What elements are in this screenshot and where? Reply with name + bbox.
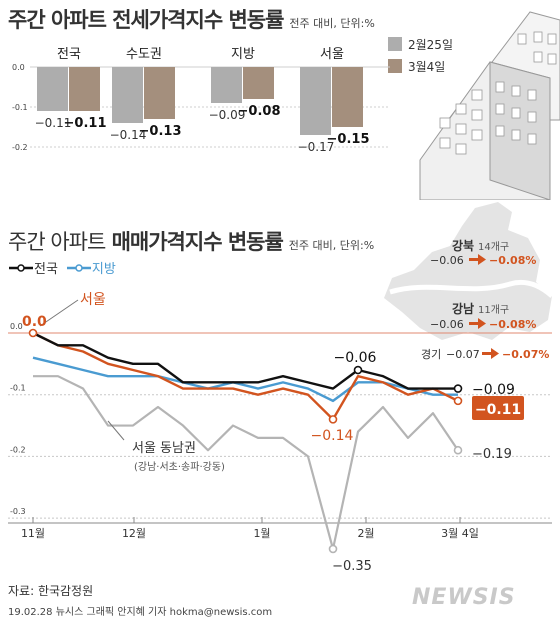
legend-swatch-week2 (388, 59, 402, 73)
seoul-line (32, 331, 459, 421)
bar-chart: 0.0 -0.1 -0.2 전국 −0.11−0.11 수도권 −0.14−0.13 지방 −0… (12, 47, 390, 154)
bar-category-label: 서울 (320, 47, 344, 62)
bar-value-label: −0.14 (110, 128, 147, 142)
gangnam4-min-label: −0.35 (332, 559, 372, 574)
newsis-logo: NEWSIS (412, 585, 516, 610)
legend-item-week1: 2월25일 (388, 33, 453, 55)
credit-text: 19.02.28 뉴시스 그래픽 안지혜 기자 hokma@newsis.com (8, 607, 273, 618)
legend-item-region: 지방 (66, 258, 116, 277)
gangnam4-line (33, 375, 459, 551)
gangnam4-end-label: −0.19 (472, 447, 512, 462)
bar (112, 67, 143, 123)
map-callouts: 강북 14개구 −0.06 −0.08% 강남 11개구 −0.06 −0.08… (421, 239, 549, 361)
line-chart: 0.0 -0.1 -0.2 -0.3 11월 12월 1월 2월 3월 4일 서울 0.0 −0.06… (8, 292, 552, 574)
bar-legend: 2월25일 3월4일 (388, 33, 453, 77)
bar-category-label: 지방 (231, 47, 255, 62)
national-peak-label: −0.06 (334, 350, 377, 366)
gangnam-now: −0.08% (489, 318, 536, 331)
line-legend: 전국 지방 (8, 258, 124, 277)
seoul-min-point (328, 415, 338, 424)
x-tick-label: 2월 (357, 527, 374, 540)
bar-chart-subtitle: 전주 대비, 단위:% (289, 17, 375, 30)
legend-label-week2: 3월4일 (408, 59, 446, 74)
national-end-label: −0.09 (472, 382, 515, 398)
national-peak-point (353, 365, 363, 375)
legend-label-region: 지방 (91, 262, 116, 277)
gangbuk-prev: −0.06 (430, 254, 464, 267)
x-tick-label: 1월 (253, 527, 270, 540)
gangnam-arrow (469, 318, 486, 329)
legend-item-national: 전국 (8, 258, 58, 277)
x-tick-label: 11월 (21, 527, 45, 540)
gangbuk-now: −0.08% (489, 254, 536, 267)
x-tick-label: 12월 (122, 527, 146, 540)
source-text: 자료: 한국감정원 (8, 584, 94, 598)
gangnam-count: 11개구 (478, 304, 509, 316)
seoul-end-point (453, 396, 463, 406)
x-tick-label: 3월 4일 (441, 526, 479, 540)
gangnam-prev: −0.06 (430, 318, 464, 331)
bar (37, 67, 68, 111)
seoul-label-pointer (39, 299, 79, 327)
gangnam4-series-sublabel: (강남·서초·송파·강동) (134, 461, 225, 473)
bar-value-label: −0.08 (238, 104, 281, 119)
legend-label-national: 전국 (34, 262, 58, 277)
gangbuk-name: 강북 (452, 239, 474, 253)
gangnam4-end-point (453, 445, 463, 455)
bar-category-label: 전국 (57, 47, 81, 62)
gangbuk-arrow (469, 254, 486, 265)
bar (243, 67, 274, 99)
line-chart-title: 주간 아파트 매매가격지수 변동률 전주 대비, 단위:% (8, 230, 375, 254)
bar-value-label: −0.11 (35, 116, 72, 130)
bar-chart-title: 주간 아파트 전세가격지수 변동률 전주 대비, 단위:% (8, 8, 375, 32)
seoul-start-point (28, 328, 38, 338)
seoul-min-label: −0.14 (311, 428, 354, 444)
national-end-point (453, 384, 463, 393)
seoul-series-label: 서울 (80, 292, 106, 308)
bar (300, 67, 331, 135)
legend-item-week2: 3월4일 (388, 55, 453, 77)
line-y-tick-label: -0.2 (10, 445, 26, 454)
bar-y-tick-label: -0.1 (12, 103, 28, 112)
seoul-map (384, 202, 554, 340)
line-y-tick-label: -0.3 (10, 507, 26, 516)
bar-value-label: −0.09 (209, 108, 246, 122)
bar-value-label: −0.15 (327, 132, 370, 147)
bar-category-label: 수도권 (126, 47, 162, 62)
legend-swatch-week1 (388, 37, 402, 51)
bar-value-label: −0.11 (64, 116, 107, 131)
gyeonggi-prev: −0.07 (446, 348, 480, 361)
bar (332, 67, 363, 127)
gyeonggi-now: −0.07% (502, 348, 549, 361)
bar (211, 67, 242, 103)
seoul-start-label: 0.0 (22, 314, 47, 330)
gyeonggi-arrow (482, 348, 499, 359)
gangnam4-label-pointer (107, 420, 125, 441)
gangnam4-min-point (328, 544, 338, 554)
line-y-tick-label: -0.1 (10, 384, 26, 393)
bar-y-tick-label: 0.0 (12, 63, 25, 72)
gangbuk-count: 14개구 (478, 241, 509, 253)
gyeonggi-name: 경기 (421, 348, 441, 361)
bar-y-tick-label: -0.2 (12, 143, 28, 152)
legend-label-week1: 2월25일 (408, 37, 453, 52)
bar (69, 67, 100, 111)
gangnam-name: 강남 (452, 301, 474, 316)
seoul-end-label: −0.11 (475, 402, 521, 418)
gangnam4-series-label: 서울 동남권 (132, 441, 196, 456)
bar-value-label: −0.17 (298, 140, 335, 154)
line-chart-subtitle: 전주 대비, 단위:% (288, 239, 375, 252)
bar-value-label: −0.13 (139, 124, 182, 139)
national-line (32, 331, 458, 390)
bar (144, 67, 175, 119)
seoul-end-badge (472, 396, 524, 420)
building-illustration (419, 11, 560, 200)
svg-text:NEWSIS: NEWSIS (412, 585, 516, 610)
line-y-tick-label: 0.0 (10, 322, 23, 331)
